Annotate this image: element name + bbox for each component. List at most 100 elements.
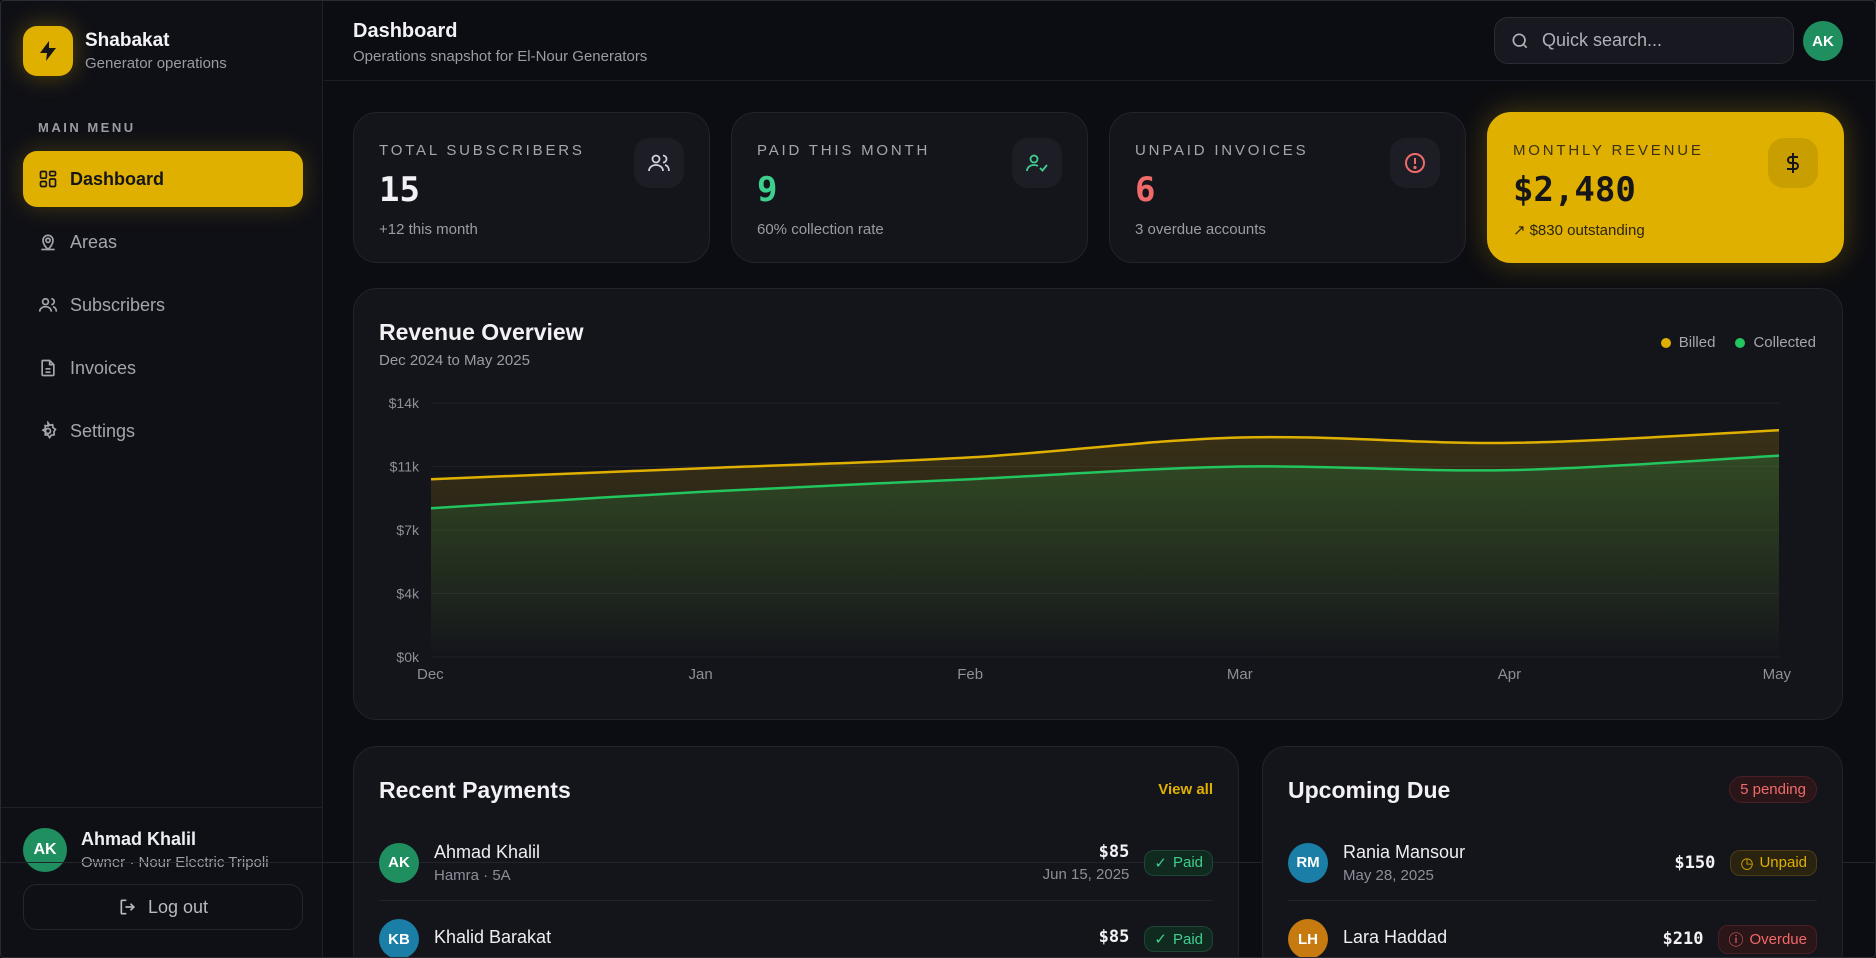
- stat-value: $2,480: [1513, 170, 1636, 210]
- x-tick-label: Feb: [957, 666, 983, 683]
- status-badge: ✓ Paid: [1144, 849, 1213, 876]
- sidebar-item-areas[interactable]: Areas: [23, 214, 303, 270]
- recent-payments-title: Recent Payments: [379, 777, 571, 803]
- search-box[interactable]: [1494, 17, 1794, 64]
- avatar: AK: [23, 828, 67, 872]
- logout-label: Log out: [147, 896, 209, 917]
- brand[interactable]: Shabakat Generator operations: [23, 26, 227, 76]
- status-badge: ⓘ Overdue: [1718, 924, 1817, 954]
- logout-button[interactable]: Log out: [23, 884, 303, 930]
- check-circle-icon: ✓: [1154, 931, 1167, 948]
- table-row[interactable]: KB Khalid Barakat $85 ✓ Paid: [379, 901, 1213, 957]
- avatar: AK: [379, 842, 419, 883]
- due-date: May 28, 2025: [1343, 866, 1434, 884]
- status-text: Unpaid: [1759, 854, 1807, 871]
- alert-circle-icon: ⓘ: [1728, 931, 1744, 949]
- series-area-collected: [431, 455, 1779, 657]
- stat-card-total-subscribers: TOTAL SUBSCRIBERS 15 +12 this month: [353, 112, 710, 263]
- stat-sub: 3 overdue accounts: [1135, 221, 1266, 238]
- status-text: Overdue: [1749, 930, 1807, 948]
- page-subtitle: Operations snapshot for El-Nour Generato…: [353, 48, 648, 65]
- sidebar-item-label: Subscribers: [70, 294, 166, 315]
- legend-item-collected[interactable]: Collected: [1735, 334, 1816, 351]
- y-tick-label: $0k: [396, 649, 420, 665]
- header-avatar[interactable]: AK: [1803, 21, 1843, 61]
- status-text: Paid: [1172, 854, 1203, 871]
- recent-payments-card: Recent Payments View all AK Ahmad Khalil…: [0, 746, 1876, 957]
- x-tick-label: Dec: [417, 666, 444, 683]
- dollar-icon: [1768, 138, 1818, 188]
- chart-legend: Billed Collected: [1660, 334, 1816, 351]
- lightning-bolt-icon: [23, 26, 73, 76]
- sidebar-item-invoices[interactable]: Invoices: [23, 340, 303, 396]
- list-item[interactable]: RM Rania Mansour May 28, 2025 $150 ◷ Unpa…: [1288, 825, 1817, 901]
- payer-name: Ahmad Khalil: [434, 841, 541, 862]
- view-all-link[interactable]: View all: [1158, 781, 1213, 798]
- sidebar-item-settings[interactable]: Settings: [23, 403, 303, 459]
- status-badge: ✓ Paid: [1144, 926, 1213, 952]
- top-header: Dashboard Operations snapshot for El-Nou…: [324, 1, 1875, 81]
- stat-label: MONTHLY REVENUE: [1513, 142, 1704, 159]
- check-circle-icon: ✓: [1154, 854, 1167, 872]
- page-title: Dashboard: [353, 20, 458, 42]
- stat-card-paid-this-month: PAID THIS MONTH 9 60% collection rate: [731, 112, 1088, 263]
- user-name: Ahmad Khalil: [81, 829, 197, 849]
- avatar: LH: [1288, 919, 1328, 957]
- x-tick-label: Mar: [1227, 666, 1253, 683]
- table-row[interactable]: AK Ahmad Khalil Hamra · 5A $85 Jun 15, 2…: [379, 825, 1213, 901]
- main-nav: Dashboard Areas Subscribers Invoices Set…: [23, 151, 303, 466]
- list-item[interactable]: LH Lara Haddad $210 ⓘ Overdue: [1288, 901, 1817, 957]
- alert-circle-icon: [1390, 138, 1440, 188]
- stat-card-monthly-revenue: MONTHLY REVENUE $2,480 ↗ $830 outstanding: [1487, 112, 1844, 263]
- stat-sub: ↗ $830 outstanding: [1513, 221, 1645, 239]
- y-tick-label: $4k: [396, 586, 420, 602]
- users-icon: [38, 297, 58, 312]
- sidebar-item-label: Settings: [70, 420, 136, 441]
- stat-label: PAID THIS MONTH: [757, 142, 931, 159]
- grid-icon: [39, 170, 57, 188]
- sidebar-item-subscribers[interactable]: Subscribers: [23, 277, 303, 333]
- stat-sub: +12 this month: [379, 221, 478, 238]
- arrow-up-right-icon: ↗: [1513, 222, 1526, 239]
- search-input[interactable]: [1542, 30, 1782, 51]
- payment-amount: $85: [1098, 842, 1130, 862]
- revenue-subtitle: Dec 2024 to May 2025: [379, 352, 530, 369]
- stat-label: UNPAID INVOICES: [1135, 142, 1309, 159]
- avatar: RM: [1288, 842, 1328, 883]
- legend-dot: [1660, 337, 1671, 348]
- payment-date: Jun 15, 2025: [1042, 866, 1130, 883]
- map-pin-icon: [41, 234, 55, 251]
- legend-item-billed[interactable]: Billed: [1660, 334, 1716, 351]
- revenue-overview-card: Revenue Overview Dec 2024 to May 2025 Bi…: [353, 288, 1843, 720]
- due-amount: $150: [1674, 852, 1716, 873]
- legend-label: Collected: [1753, 334, 1816, 351]
- x-tick-label: Apr: [1498, 666, 1521, 683]
- subscriber-name: Lara Haddad: [1343, 926, 1448, 947]
- avatar: KB: [379, 919, 419, 957]
- stat-sub: 60% collection rate: [757, 221, 884, 238]
- due-amount: $210: [1662, 929, 1704, 949]
- payer-area: Hamra · 5A: [434, 866, 511, 884]
- gear-icon: [41, 421, 57, 440]
- sidebar-item-dashboard[interactable]: Dashboard: [23, 151, 303, 207]
- users-icon: [634, 138, 684, 188]
- user-check-icon: [1012, 138, 1062, 188]
- legend-label: Billed: [1678, 334, 1716, 351]
- stat-card-unpaid-invoices: UNPAID INVOICES 6 3 overdue accounts: [1109, 112, 1466, 263]
- y-tick-label: $14k: [389, 395, 420, 411]
- sidebar-item-label: Areas: [70, 231, 118, 252]
- x-tick-label: Jan: [689, 666, 713, 683]
- y-tick-label: $7k: [396, 522, 420, 538]
- stat-value: 9: [757, 170, 778, 210]
- series-line-collected: [430, 454, 1780, 510]
- clock-icon: ◷: [1740, 854, 1754, 872]
- y-tick-label: $11k: [390, 459, 420, 475]
- stat-value: 15: [379, 170, 420, 210]
- legend-dot: [1735, 337, 1746, 348]
- subscriber-name: Rania Mansour: [1343, 841, 1466, 862]
- status-badge: ◷ Unpaid: [1730, 849, 1817, 876]
- main-menu-label: MAIN MENU: [38, 120, 136, 135]
- revenue-title: Revenue Overview: [379, 319, 584, 345]
- x-tick-label: May: [1763, 666, 1792, 683]
